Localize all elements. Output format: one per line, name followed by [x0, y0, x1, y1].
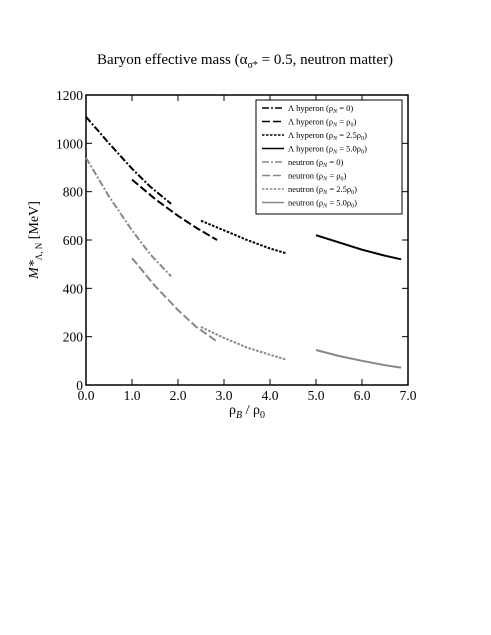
legend-label-7: neutron (ρN = 2.5ρ0) [288, 184, 357, 196]
x-tick-label: 5.0 [308, 388, 325, 403]
series-line-3 [200, 219, 287, 255]
x-tick-label: 0.0 [78, 388, 95, 403]
legend-label-2: Λ hyperon (ρN = ρ0) [288, 117, 356, 129]
series-line-5 [85, 157, 172, 277]
legend-label-1: Λ hyperon (ρN = 0) [288, 103, 353, 115]
x-tick-label: 1.0 [124, 388, 141, 403]
legend-label-3: Λ hyperon (ρN = 2.5ρ0) [288, 130, 367, 142]
x-tick-label: 4.0 [262, 388, 279, 403]
series-line-7 [200, 326, 287, 361]
axis-ticks: 0.0 1.0 2.0 3.0 4.0 5.0 6.0 7.0 0 200 400 600 800 100… [56, 88, 417, 403]
x-tick-label: 3.0 [216, 388, 233, 403]
x-axis-label: ρB / ρ0 [229, 403, 265, 421]
y-tick-label: 400 [63, 281, 84, 296]
legend-label-4: Λ hyperon (ρN = 5.0ρ0) [288, 144, 367, 156]
legend: Λ hyperon (ρN = 0)Λ hyperon (ρN = ρ0)Λ h… [255, 99, 403, 215]
y-tick-label: 1000 [56, 136, 83, 151]
legend-label-5: neutron (ρN = 0) [288, 157, 343, 169]
y-tick-label: 0 [76, 378, 83, 393]
legend-box [255, 99, 403, 215]
y-tick-label: 200 [63, 330, 84, 345]
y-tick-label: 1200 [56, 88, 83, 103]
series-line-2 [131, 178, 218, 241]
y-axis-label: M*Λ, N [MeV] [27, 201, 44, 280]
legend-label-8: neutron (ρN = 5.0ρ0) [288, 198, 357, 210]
y-tick-label: 600 [63, 233, 84, 248]
series-line-4 [315, 234, 402, 261]
x-tick-label: 2.0 [170, 388, 187, 403]
series-layer [85, 116, 402, 369]
x-tick-label: 6.0 [354, 388, 371, 403]
series-line-1 [85, 116, 172, 205]
series-line-6 [131, 257, 218, 343]
x-tick-label: 7.0 [400, 388, 417, 403]
y-tick-label: 800 [63, 185, 84, 200]
series-line-8 [315, 349, 402, 369]
chart-title: Baryon effective mass (ασ* = 0.5, neutro… [97, 52, 393, 71]
legend-label-6: neutron (ρN = ρ0) [288, 171, 346, 183]
